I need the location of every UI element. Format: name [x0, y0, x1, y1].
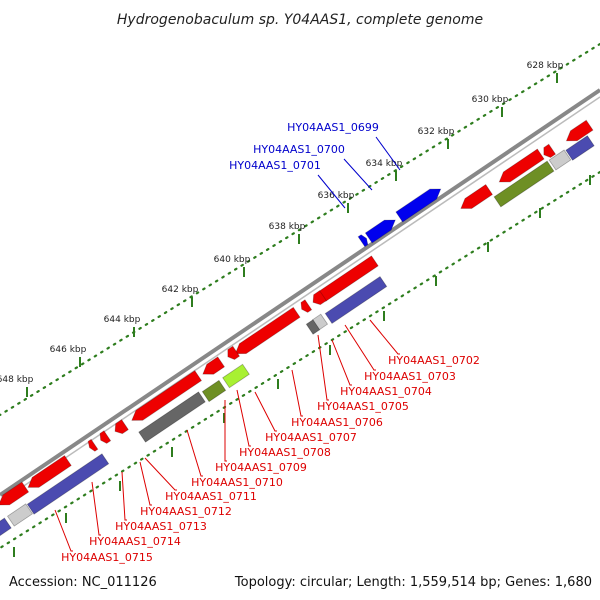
scale-label: 646 kbp	[50, 345, 87, 355]
reverse-gene-label: HY04AAS1_0709	[215, 461, 307, 474]
reverse-gene-6	[312, 290, 327, 306]
map-tracks: 628 kbp 630 kbp 632 kbp 634 kbp 636 kbp 638 k…	[0, 42, 600, 564]
scale-label: 642 kbp	[162, 285, 199, 295]
backbone-line	[0, 88, 600, 497]
reverse-gene-label: HY04AAS1_0712	[140, 505, 232, 518]
map-title: Hydrogenobaculum sp. Y04AAS1, complete g…	[117, 12, 483, 28]
reverse-gene-leader-line	[224, 400, 227, 462]
reverse-gene-label: HY04AAS1_0707	[265, 431, 357, 444]
reverse-gene-label: HY04AAS1_0715	[61, 551, 153, 564]
reverse-gene-12	[114, 419, 129, 435]
inner-scale-track	[0, 170, 600, 550]
reverse-gene-leader-line	[144, 457, 177, 491]
forward-gene-label: HY04AAS1_0699	[287, 121, 379, 134]
cog-box	[493, 160, 555, 208]
reverse-gene-label: HY04AAS1_0711	[165, 490, 257, 503]
reverse-gene-4	[460, 183, 494, 209]
scale-label: 636 kbp	[318, 191, 355, 201]
scale-label: 648 kbp	[0, 375, 34, 385]
reverse-gene-7	[300, 299, 313, 313]
cog-box	[324, 276, 388, 324]
reverse-gene-label: HY04AAS1_0704	[340, 385, 432, 398]
cog-box	[548, 149, 572, 171]
reverse-gene-leader-line	[139, 461, 152, 506]
reverse-gene-leader-line	[91, 481, 101, 536]
reverse-gene-leader-line	[331, 339, 352, 386]
reverse-gene-13	[99, 430, 112, 444]
reverse-gene-15	[27, 455, 72, 488]
cog-box	[305, 319, 321, 335]
backbone-shadow	[0, 96, 600, 503]
cog-box	[222, 363, 250, 389]
scale-label: 628 kbp	[527, 61, 564, 71]
forward-gene-2	[364, 219, 396, 244]
scale-label: 644 kbp	[104, 315, 141, 325]
forward-gene-3	[357, 234, 369, 248]
scale-label: 632 kbp	[418, 127, 455, 137]
cog-box	[201, 379, 227, 403]
reverse-gene-label: HY04AAS1_0713	[115, 520, 207, 533]
reverse-gene-2	[543, 143, 557, 158]
forward-gene-label: HY04AAS1_0700	[253, 143, 345, 156]
forward-gene-label: HY04AAS1_0701	[229, 159, 321, 172]
reverse-gene-label: HY04AAS1_0708	[239, 446, 331, 459]
reverse-gene-label: HY04AAS1_0703	[364, 370, 456, 383]
forward-gene-leader-line	[317, 174, 346, 209]
forward-gene-1	[395, 188, 442, 223]
scale-label: 638 kbp	[269, 222, 306, 232]
reverse-gene-label: HY04AAS1_0706	[291, 416, 383, 429]
cog-box	[6, 503, 34, 527]
reverse-gene-leader-line	[54, 509, 73, 552]
reverse-gene-3	[498, 148, 545, 183]
cog-box	[138, 391, 206, 443]
reverse-gene-1	[565, 119, 594, 142]
reverse-gene-leader-line	[369, 319, 400, 355]
cog-box	[26, 453, 110, 515]
genome-summary: Topology: circular; Length: 1,559,514 bp…	[234, 575, 592, 590]
reverse-gene-11	[131, 370, 203, 421]
reverse-gene-leader-line	[344, 324, 376, 371]
reverse-gene-label: HY04AAS1_0705	[317, 400, 409, 413]
reverse-gene-10	[202, 356, 226, 375]
reverse-gene-label: HY04AAS1_0714	[89, 535, 181, 548]
reverse-gene-leader-line	[254, 391, 277, 432]
reverse-gene-8	[234, 306, 301, 355]
reverse-gene-label: HY04AAS1_0710	[191, 476, 283, 489]
reverse-gene-leader-line	[291, 369, 303, 417]
reverse-gene-leader-line	[236, 389, 251, 447]
reverse-gene-leader-line	[317, 334, 329, 401]
forward-gene-leader-line	[375, 136, 401, 171]
reverse-gene-9	[227, 345, 241, 360]
cog-box	[0, 517, 12, 537]
outer-scale-track	[0, 42, 600, 417]
reverse-gene-leader-line	[186, 429, 203, 477]
accession-label: Accession: NC_011126	[9, 575, 157, 590]
reverse-gene-16	[0, 481, 30, 506]
scale-label: 634 kbp	[366, 159, 403, 169]
reverse-gene-leader-line	[121, 471, 127, 521]
reverse-gene-label: HY04AAS1_0702	[388, 354, 480, 367]
cog-box	[565, 135, 595, 161]
forward-gene-leader-line	[343, 158, 373, 191]
reverse-gene-14	[87, 438, 99, 452]
scale-label: 640 kbp	[214, 255, 251, 265]
scale-label: 630 kbp	[472, 95, 509, 105]
